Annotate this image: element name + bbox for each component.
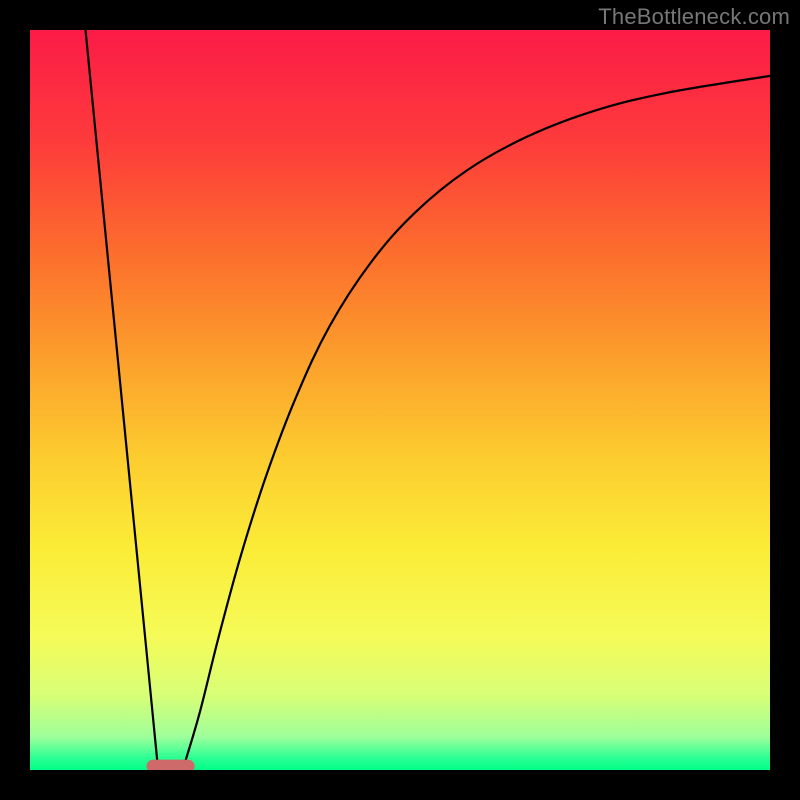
- bottleneck-chart: TheBottleneck.com: [0, 0, 800, 800]
- chart-svg: [0, 0, 800, 800]
- watermark: TheBottleneck.com: [598, 4, 790, 30]
